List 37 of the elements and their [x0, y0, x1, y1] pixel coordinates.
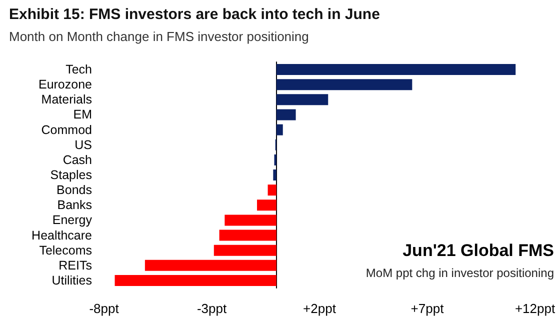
y-tick-label: Healthcare — [32, 228, 92, 242]
y-tick-label: Energy — [52, 213, 93, 228]
bar — [276, 64, 516, 76]
y-tick-label: EM — [73, 108, 92, 122]
y-tick-label: Cash — [62, 152, 92, 167]
x-tick-label: +2ppt — [303, 301, 336, 316]
bar — [276, 94, 328, 106]
y-tick-label: Telecoms — [39, 243, 92, 258]
bar — [144, 260, 276, 271]
chart-title: Exhibit 15: FMS investors are back into tech in June — [9, 6, 380, 23]
bar — [276, 79, 412, 90]
x-tick-label: +12ppt — [514, 301, 556, 316]
bar — [257, 200, 276, 211]
y-tick-label: Eurozone — [38, 78, 92, 92]
y-tick-label: REITs — [58, 258, 92, 272]
bar — [214, 244, 276, 256]
bar — [219, 230, 276, 241]
x-tick-label: -8ppt — [89, 301, 120, 316]
bar — [276, 124, 283, 136]
bar — [273, 170, 276, 180]
y-tick-label: Commod — [41, 122, 92, 137]
bar — [224, 214, 276, 226]
y-tick-label: Banks — [57, 198, 92, 212]
chart-subtitle: Month on Month change in FMS investor positioning — [9, 29, 309, 44]
bar — [114, 274, 276, 286]
y-tick-label: Materials — [41, 92, 92, 107]
y-tick-label: Bonds — [56, 183, 92, 198]
y-tick-label: Tech — [66, 62, 92, 77]
annotation: MoM ppt chg in investor positioning — [366, 266, 554, 280]
bar — [276, 109, 296, 120]
y-tick-label: Utilities — [52, 273, 92, 288]
x-tick-label: -3ppt — [196, 301, 227, 316]
x-tick-label: +7ppt — [410, 301, 444, 316]
bar — [268, 184, 276, 196]
y-tick-label: US — [74, 138, 92, 152]
y-tick-label: Staples — [50, 168, 92, 182]
annotation: Jun'21 Global FMS — [402, 241, 554, 260]
